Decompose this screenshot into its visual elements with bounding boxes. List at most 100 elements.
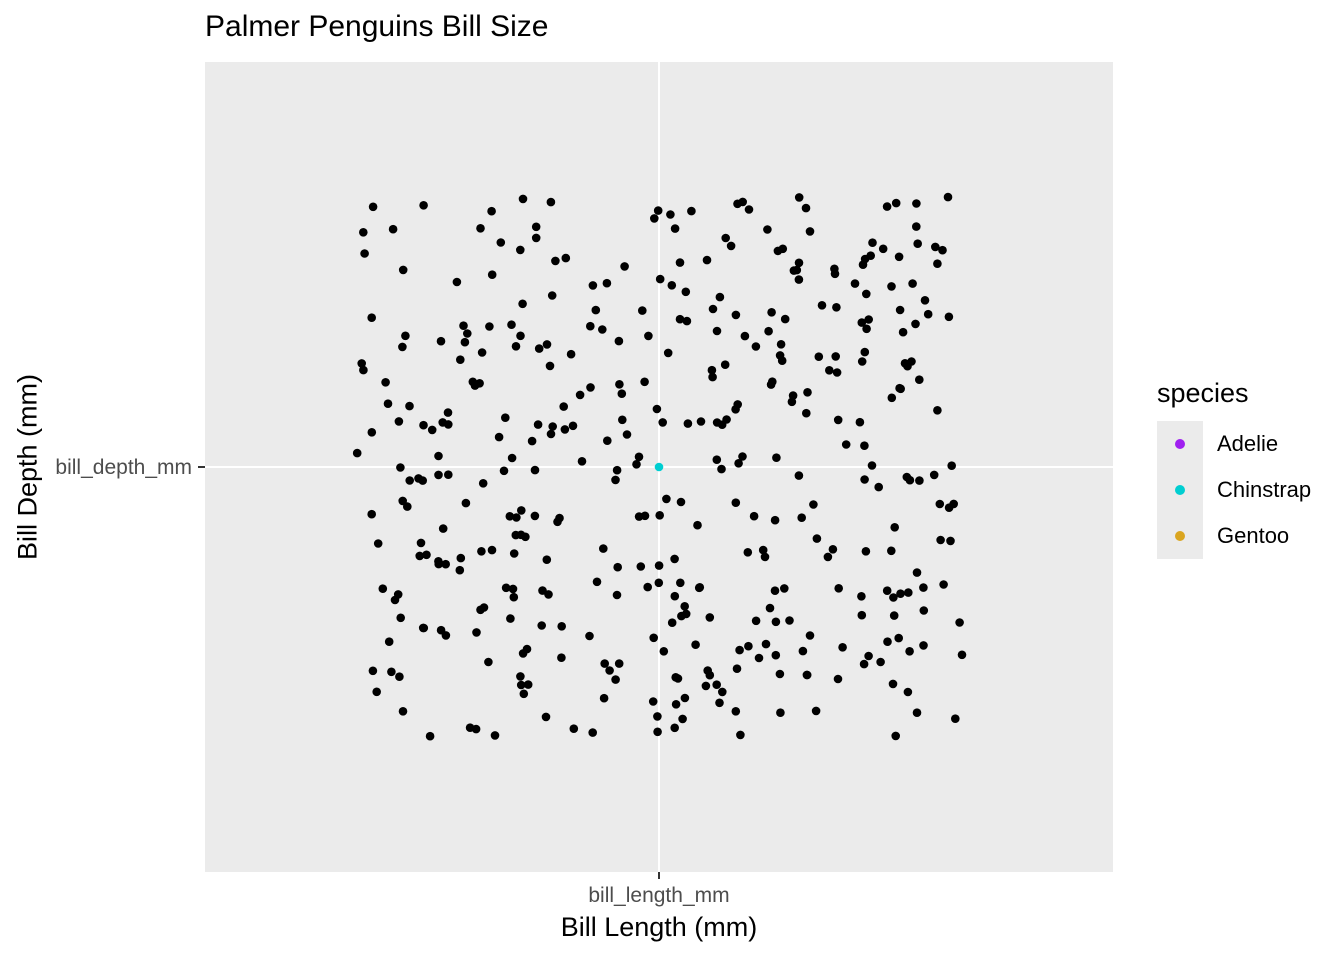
data-point [814, 352, 824, 362]
data-point [670, 224, 680, 233]
data-point [452, 277, 462, 287]
data-point [598, 325, 607, 334]
data-point [702, 255, 712, 265]
data-point [715, 292, 725, 302]
data-point [860, 475, 869, 484]
data-point [743, 548, 753, 557]
data-point [401, 331, 410, 341]
data-point [559, 402, 568, 411]
data-point [555, 513, 564, 523]
data-point [812, 534, 822, 543]
data-point [731, 310, 741, 320]
data-point [617, 389, 627, 399]
data-point [615, 380, 624, 389]
data-point [612, 590, 622, 600]
data-point [834, 584, 843, 593]
data-point [416, 538, 426, 548]
data-point [850, 279, 860, 288]
data-point [569, 724, 579, 733]
data-point [720, 360, 730, 370]
data-point [511, 342, 521, 351]
data-point [614, 336, 624, 346]
data-point [654, 578, 664, 588]
data-point [602, 278, 612, 288]
legend-item-adelie: Adelie [1157, 421, 1311, 467]
data-point [734, 459, 743, 468]
data-point [414, 474, 423, 483]
data-point [670, 554, 679, 564]
data-point [434, 470, 443, 480]
data-point [531, 222, 541, 232]
data-point [864, 315, 873, 324]
data-point [675, 258, 685, 267]
data-point [894, 633, 903, 643]
data-point [889, 593, 898, 602]
data-point [860, 254, 870, 264]
data-point [516, 331, 525, 341]
data-point [680, 602, 689, 611]
data-point [732, 664, 742, 673]
data-point [833, 674, 843, 684]
data-point [861, 547, 871, 556]
data-point [671, 700, 681, 709]
data-point [541, 712, 551, 722]
data-point [455, 565, 465, 575]
data-point [946, 536, 955, 546]
legend-dot-adelie [1175, 439, 1185, 449]
data-point [640, 377, 649, 387]
data-point [403, 502, 412, 511]
data-point [373, 539, 383, 548]
data-point [832, 303, 841, 312]
data-point [770, 586, 780, 595]
data-point [512, 513, 521, 522]
data-point [441, 631, 451, 640]
data-point [731, 405, 740, 414]
data-point [516, 245, 525, 255]
legend-dot-chinstrap [1175, 485, 1185, 495]
data-point [611, 675, 620, 684]
data-point [712, 326, 722, 336]
data-point [717, 464, 726, 474]
data-point [600, 659, 609, 668]
data-point [947, 461, 956, 471]
data-point [548, 422, 557, 431]
data-point [939, 580, 948, 589]
data-point [381, 378, 390, 387]
data-point [620, 262, 629, 271]
data-point [949, 499, 958, 509]
legend-key [1157, 513, 1203, 559]
data-point [931, 242, 940, 252]
data-point [444, 470, 453, 480]
data-point [676, 578, 685, 588]
data-point [957, 650, 967, 660]
data-point [527, 436, 537, 446]
data-point [775, 351, 785, 360]
data-point [740, 331, 750, 341]
data-point [920, 296, 930, 305]
data-point [605, 666, 614, 675]
data-point [484, 657, 493, 667]
data-point [425, 731, 435, 741]
data-point [575, 390, 585, 400]
data-point [857, 357, 867, 366]
y-tick-label: bill_depth_mm [55, 456, 192, 479]
data-point [398, 342, 407, 352]
data-point [485, 322, 494, 331]
data-point [537, 621, 546, 630]
data-point [794, 471, 804, 480]
data-point [359, 365, 368, 375]
data-point [671, 673, 680, 682]
data-point [792, 265, 802, 275]
data-point [895, 383, 904, 393]
data-point [823, 552, 833, 562]
data-point [507, 453, 517, 463]
data-point [726, 241, 736, 251]
data-point [434, 557, 443, 566]
data-point [586, 321, 595, 331]
data-point [638, 306, 647, 315]
data-point-chinstrap [654, 462, 664, 472]
data-point [523, 680, 533, 689]
data-point [557, 622, 566, 631]
data-point [603, 436, 612, 446]
data-point [398, 707, 408, 716]
